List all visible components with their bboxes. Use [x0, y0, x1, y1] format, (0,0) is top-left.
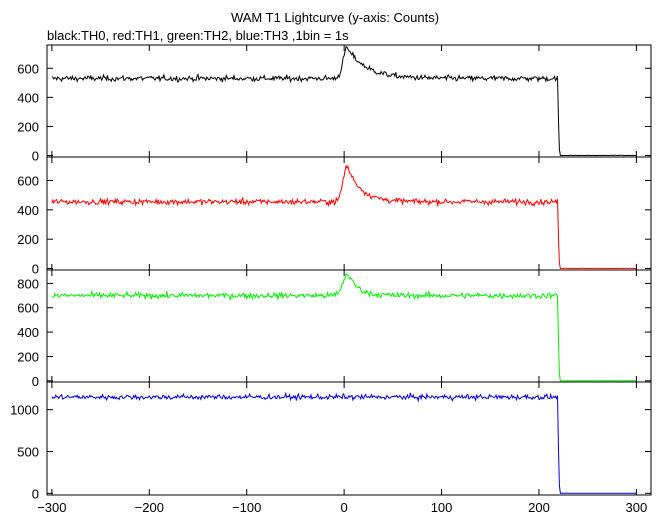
y-tick-label: 600 — [17, 173, 39, 188]
y-tick-label: 500 — [17, 444, 39, 459]
y-tick-label: 800 — [17, 276, 39, 291]
x-tick-label: −200 — [135, 500, 164, 515]
y-tick-label: 0 — [32, 374, 39, 389]
series-line-th2 — [51, 273, 637, 382]
panels-group: 0200400600020040060002004006008000500100… — [10, 44, 652, 515]
x-tick-label: 300 — [626, 500, 648, 515]
y-tick-label: 200 — [17, 119, 39, 134]
y-tick-label: 600 — [17, 61, 39, 76]
y-tick-label: 200 — [17, 232, 39, 247]
y-tick-label: 0 — [32, 149, 39, 164]
x-tick-label: −100 — [232, 500, 261, 515]
y-tick-label: 0 — [32, 486, 39, 501]
y-tick-label: 0 — [32, 262, 39, 277]
x-tick-label: 200 — [528, 500, 550, 515]
panel-frame-4 — [46, 381, 652, 496]
y-tick-label: 400 — [17, 203, 39, 218]
y-tick-label: 200 — [17, 349, 39, 364]
series-line-th3 — [51, 391, 637, 494]
y-tick-label: 400 — [17, 90, 39, 105]
chart-subtitle: black:TH0, red:TH1, green:TH2, blue:TH3 … — [47, 28, 349, 43]
x-tick-label: 100 — [431, 500, 453, 515]
y-tick-label: 600 — [17, 301, 39, 316]
x-tick-label: 0 — [341, 500, 348, 515]
chart-title: WAM T1 Lightcurve (y-axis: Counts) — [231, 10, 439, 25]
series-line-th0 — [51, 45, 637, 157]
y-tick-label: 400 — [17, 325, 39, 340]
series-line-th1 — [51, 164, 637, 270]
x-tick-label: −300 — [37, 500, 66, 515]
y-tick-label: 1000 — [10, 403, 39, 418]
